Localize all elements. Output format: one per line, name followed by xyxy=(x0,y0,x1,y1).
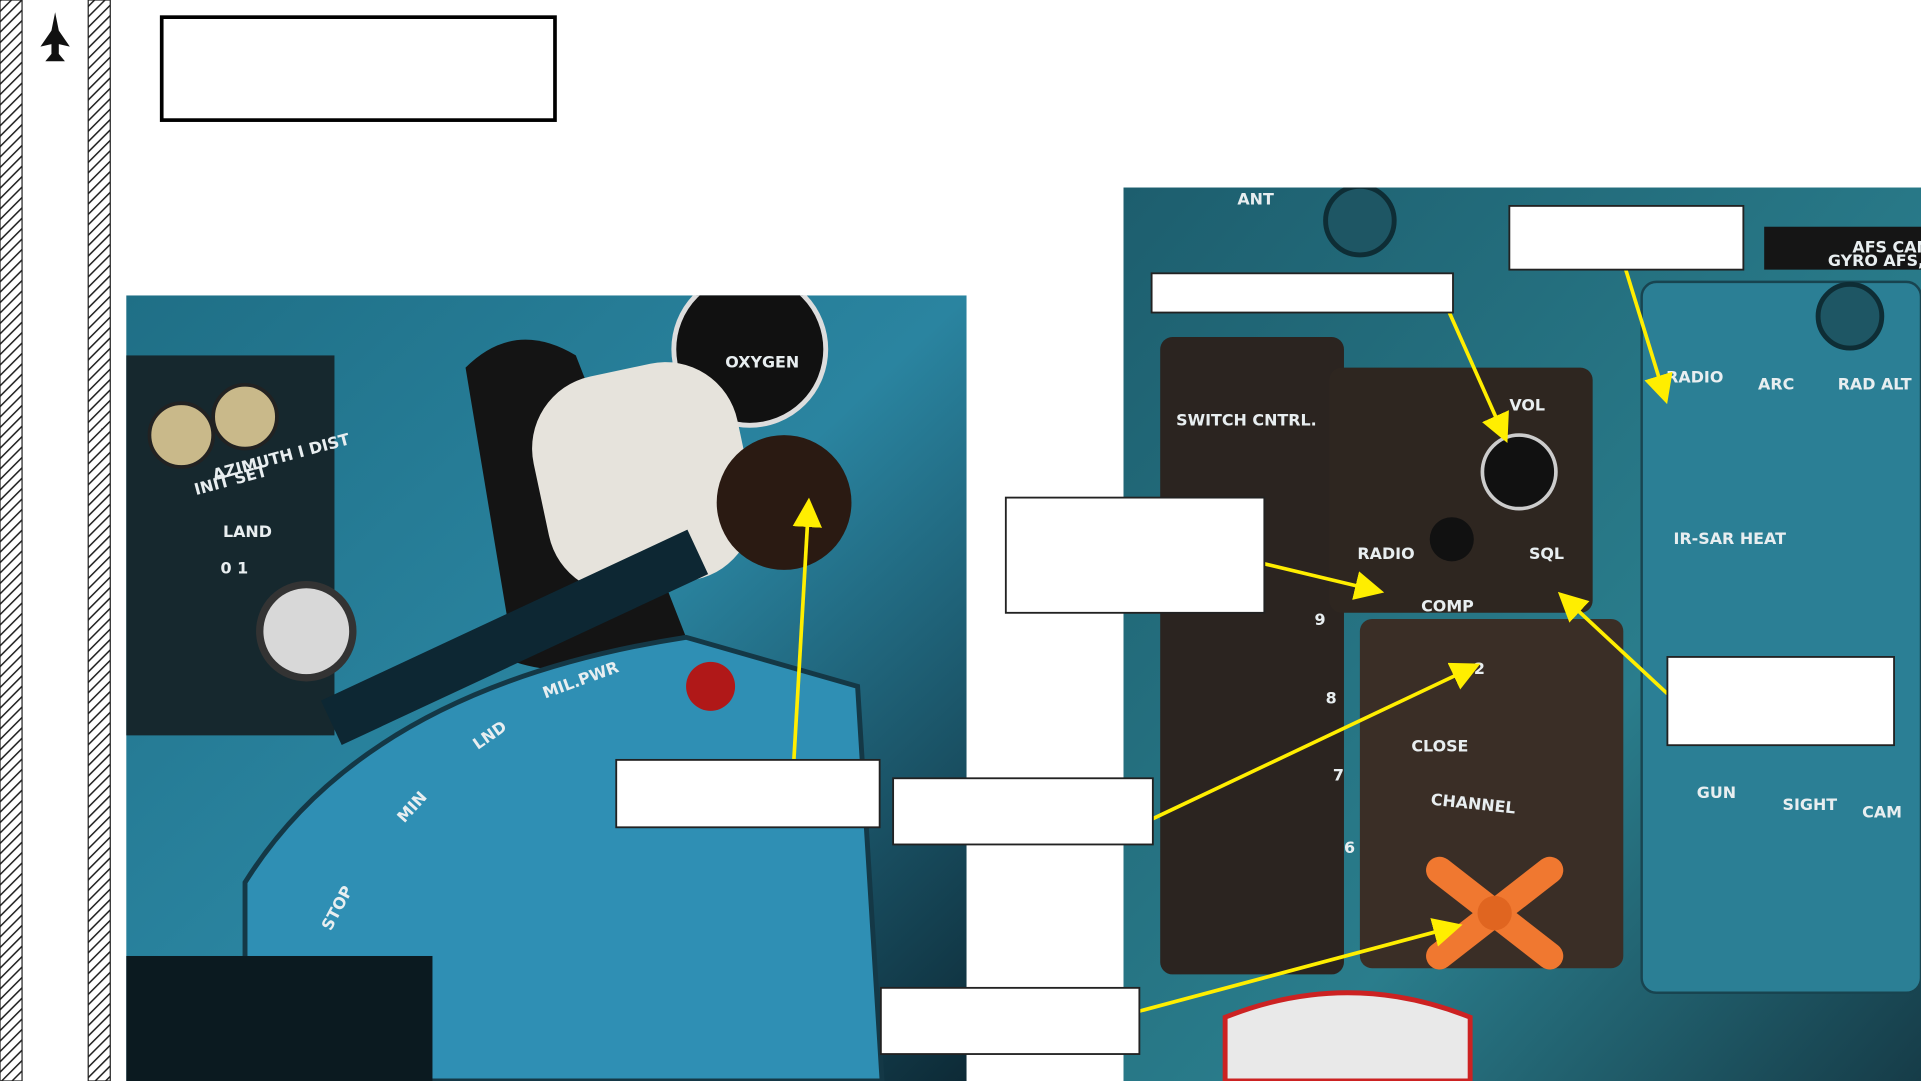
photo-label: VOL xyxy=(1509,396,1545,415)
callout-box xyxy=(1666,656,1895,747)
photo-label: ARC xyxy=(1758,375,1794,394)
title-box xyxy=(159,15,557,122)
photo-label: RAD ALT xyxy=(1838,375,1912,394)
callout-arrows xyxy=(792,269,1673,1013)
arrow xyxy=(1263,561,1385,600)
callout-box xyxy=(1150,272,1454,314)
photo-label: CAM xyxy=(1862,802,1902,821)
photo-label: OXYGEN xyxy=(725,353,799,372)
callout-box xyxy=(879,986,1141,1055)
photo-label: RADIO xyxy=(1357,544,1414,563)
photo-label: GUN xyxy=(1697,783,1736,802)
callout-box xyxy=(892,777,1154,846)
side-stripe xyxy=(0,0,23,1081)
photo-label: 8 xyxy=(1326,689,1337,708)
photo-label: IR-SAR HEAT xyxy=(1674,529,1787,548)
arrow xyxy=(1557,591,1669,696)
photo-label: 0 1 xyxy=(221,559,249,578)
arrow xyxy=(1138,918,1463,1013)
callout-boxes xyxy=(615,204,1895,1055)
photo-label: LAND xyxy=(223,522,272,541)
callout-box xyxy=(1004,496,1266,614)
arrow xyxy=(1623,269,1673,405)
aircraft-icon xyxy=(40,12,70,62)
photo-label: 7 xyxy=(1333,766,1344,785)
right-photo: ANT SWITCH CNTRL. VOL RADIO SQL COMP 2 C… xyxy=(1123,187,1921,1081)
arrow xyxy=(1447,311,1509,444)
photo-label: SWITCH CNTRL. xyxy=(1176,410,1317,429)
photo-label: 9 xyxy=(1315,610,1326,629)
photo-label: SQL xyxy=(1529,544,1564,563)
photo-label: AFS CAN B xyxy=(1852,237,1921,256)
left-photo: AZIMUTH I DIST INIT SET LAND 0 1 STOP MI… xyxy=(126,295,967,1081)
callout-box xyxy=(1508,204,1745,271)
arrow xyxy=(792,497,822,760)
arrow xyxy=(1152,662,1481,821)
callout-box xyxy=(615,758,881,829)
photo-label: GYRO AFS, AP, xyxy=(1828,251,1921,270)
photo-label: 2 xyxy=(1474,659,1485,678)
photo-label: RADIO xyxy=(1666,367,1723,386)
photo-label: SIGHT xyxy=(1783,795,1838,814)
photo-label: 6 xyxy=(1344,838,1355,857)
side-stripe xyxy=(87,0,111,1081)
photo-label: CLOSE xyxy=(1411,736,1468,755)
photo-label: ANT xyxy=(1237,190,1274,209)
photo-label: COMP xyxy=(1421,597,1474,616)
